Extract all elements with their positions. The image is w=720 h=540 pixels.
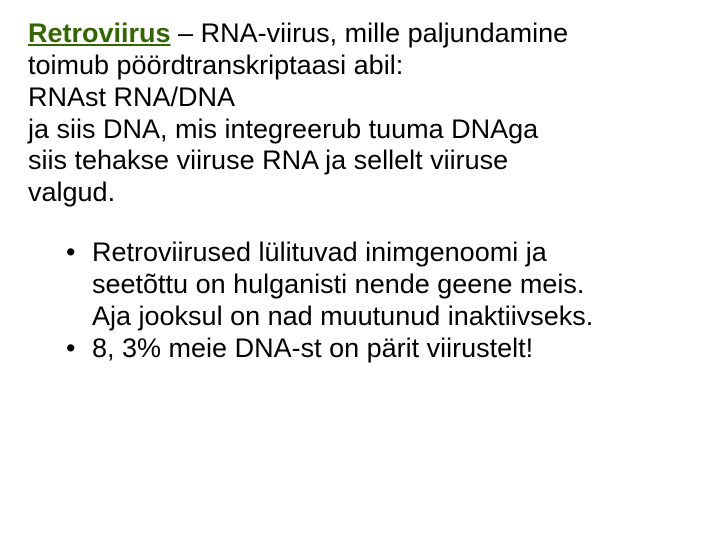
heading-line6: valgud. (28, 177, 115, 207)
heading-rest-line1: RNA-viirus, mille paljundamine (201, 18, 569, 48)
heading-line4: ja siis DNA, mis integreerub tuuma DNAga (28, 114, 538, 144)
heading-line5: siis tehakse viiruse RNA ja sellelt viir… (28, 145, 508, 175)
term-retroviirus: Retroviirus (28, 18, 171, 48)
heading-line2: toimub pöördtranskriptaasi abil: (28, 50, 403, 80)
heading-dash: – (171, 18, 201, 48)
heading-block: Retroviirus – RNA-viirus, mille paljunda… (28, 18, 692, 209)
bullet-line: Aja jooksul on nad muutunud inaktiivseks… (92, 301, 593, 331)
bullet-line: Retroviirused lülituvad inimgenoomi ja (92, 237, 547, 267)
heading-line3: RNAst RNA/DNA (28, 82, 235, 112)
list-item: Retroviirused lülituvad inimgenoomi ja s… (66, 237, 692, 333)
slide: Retroviirus – RNA-viirus, mille paljunda… (0, 0, 720, 540)
bullet-list: Retroviirused lülituvad inimgenoomi ja s… (28, 237, 692, 364)
bullet-line: seetõttu on hulganisti nende geene meis. (92, 269, 584, 299)
bullet-line: 8, 3% meie DNA-st on pärit viirustelt! (92, 333, 533, 363)
list-item: 8, 3% meie DNA-st on pärit viirustelt! (66, 333, 692, 365)
